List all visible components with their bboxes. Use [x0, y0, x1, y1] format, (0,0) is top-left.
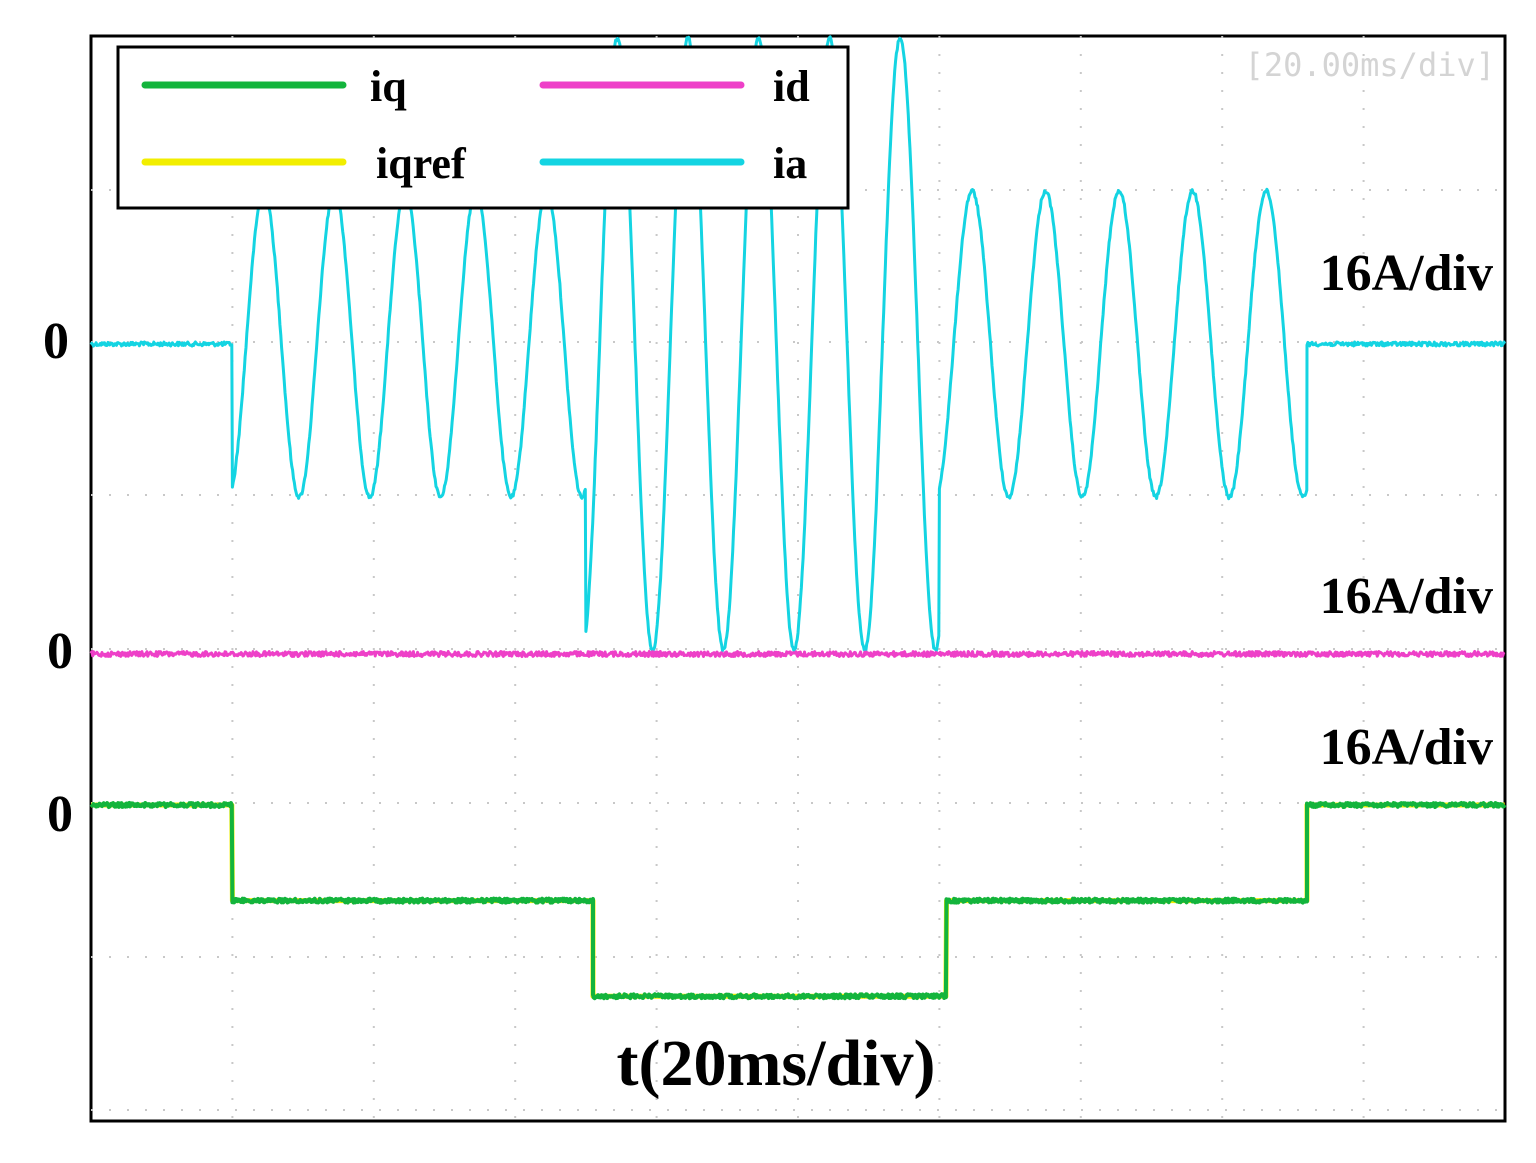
x-axis-label: t(20ms/div): [617, 1027, 936, 1100]
legend-label-id: id: [773, 62, 810, 111]
grid: [91, 36, 1505, 1121]
legend-label-ia: ia: [773, 139, 807, 188]
trace-iq: [89, 801, 1507, 1001]
legend-label-iq: iq: [370, 62, 407, 111]
zero-label-id: 0: [47, 623, 73, 680]
legend-box: [116, 45, 850, 210]
trace-ia: [89, 35, 1507, 653]
scale-label-iq: 16A/div: [1320, 719, 1493, 776]
channel-labels: 16A/div 0 16A/div 0 16A/div 0: [43, 245, 1493, 843]
traces: [89, 35, 1507, 1001]
legend-label-iqref: iqref: [376, 139, 467, 188]
timebase-label: [20.00ms/div]: [1245, 46, 1495, 84]
trace-id: [89, 650, 1506, 658]
zero-label-iq: 0: [47, 786, 73, 843]
zero-label-ia: 0: [43, 313, 69, 370]
scale-label-ia: 16A/div: [1320, 245, 1493, 302]
legend: iq id iqref ia: [116, 45, 850, 210]
scale-label-id: 16A/div: [1320, 568, 1493, 625]
